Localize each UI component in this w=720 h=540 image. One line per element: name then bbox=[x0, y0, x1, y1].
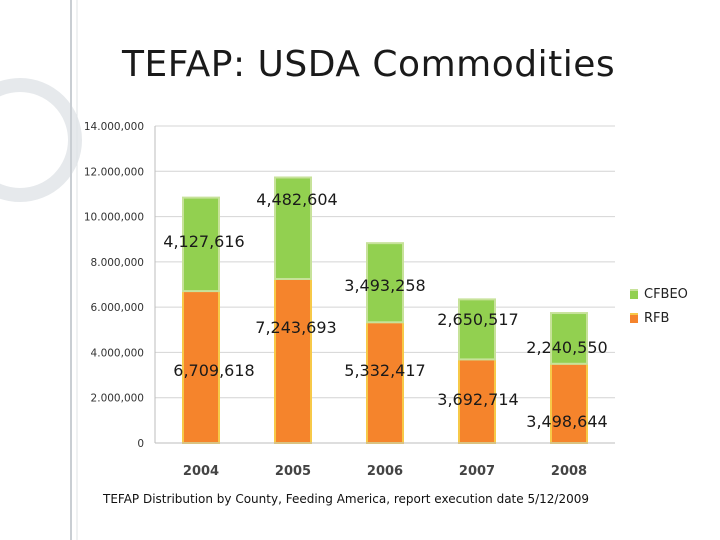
axes: 0 2.000,000 4.000,000 6.000,000 8.000,000 10.… bbox=[84, 121, 615, 479]
bar-rfb bbox=[550, 362, 588, 444]
legend-label-cfbeo: CFBEO bbox=[644, 286, 688, 302]
y-tick-label: 14.000,000 bbox=[84, 121, 144, 133]
data-label-cfbeo: 4,127,616 bbox=[163, 232, 244, 251]
data-label-rfb: 5,332,417 bbox=[344, 361, 425, 380]
bar-cfbeo bbox=[550, 312, 588, 365]
y-tick-label: 6.000,000 bbox=[91, 302, 144, 314]
legend-swatch-rfb bbox=[630, 313, 638, 323]
bar-cfbeo bbox=[274, 176, 312, 280]
bar-cfbeo bbox=[458, 298, 496, 361]
y-tick-label: 12.000,000 bbox=[84, 166, 144, 178]
data-labels: 6,709,618 7,243,693 5,332,417 3,692,714 3,49… bbox=[163, 190, 607, 431]
legend-item-rfb: RFB bbox=[630, 306, 688, 330]
data-label-cfbeo: 4,482,604 bbox=[256, 190, 337, 209]
y-tick-label: 4.000,000 bbox=[91, 347, 144, 359]
bar-rfb bbox=[274, 277, 312, 444]
bar-cfbeo bbox=[366, 242, 404, 324]
x-tick-label: 2007 bbox=[459, 464, 495, 479]
data-label-rfb: 6,709,618 bbox=[173, 361, 254, 380]
data-label-rfb: 7,243,693 bbox=[255, 318, 336, 337]
y-tick-label: 10.000,000 bbox=[84, 212, 144, 224]
x-tick-label: 2005 bbox=[275, 464, 311, 479]
data-label-rfb: 3,498,644 bbox=[526, 412, 607, 431]
legend-label-rfb: RFB bbox=[644, 310, 670, 326]
data-label-cfbeo: 2,240,550 bbox=[526, 338, 607, 357]
legend: CFBEO RFB bbox=[630, 282, 688, 330]
x-tick-label: 2008 bbox=[551, 464, 587, 479]
data-label-cfbeo: 3,493,258 bbox=[344, 276, 425, 295]
y-tick-label: 8.000,000 bbox=[91, 257, 144, 269]
source-note: TEFAP Distribution by County, Feeding Am… bbox=[103, 492, 589, 506]
bar-rfb bbox=[458, 358, 496, 445]
bar-cfbeo bbox=[182, 196, 220, 293]
bar-rfb bbox=[366, 321, 404, 445]
y-tick-label: 0 bbox=[137, 438, 144, 450]
data-label-rfb: 3,692,714 bbox=[437, 390, 518, 409]
decor-ring bbox=[0, 78, 82, 202]
bars bbox=[182, 176, 588, 445]
y-tick-label: 2.000,000 bbox=[91, 393, 144, 405]
x-tick-label: 2006 bbox=[367, 464, 403, 479]
legend-swatch-cfbeo bbox=[630, 289, 638, 299]
x-tick-label: 2004 bbox=[183, 464, 219, 479]
legend-item-cfbeo: CFBEO bbox=[630, 282, 688, 306]
data-label-cfbeo: 2,650,517 bbox=[437, 310, 518, 329]
slide-title: TEFAP: USDA Commodities bbox=[122, 44, 616, 85]
